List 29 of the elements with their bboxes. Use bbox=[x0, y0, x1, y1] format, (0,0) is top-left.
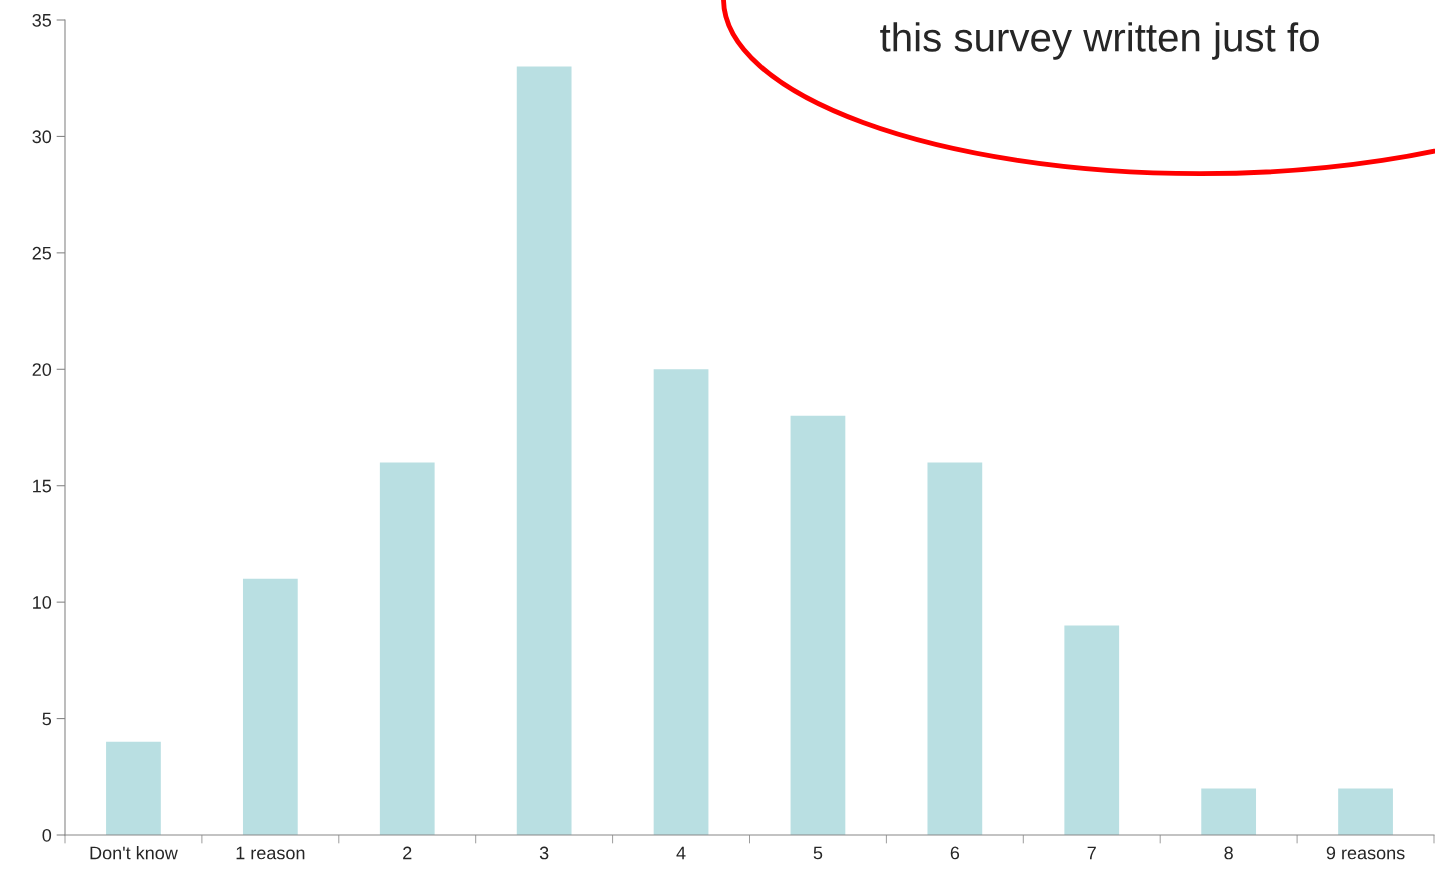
y-tick-label: 25 bbox=[32, 246, 52, 260]
y-tick-label: 20 bbox=[32, 363, 52, 377]
bar bbox=[1064, 625, 1120, 835]
x-tick-label: 8 bbox=[1224, 846, 1233, 860]
x-tick-label: 1 reason bbox=[236, 846, 305, 860]
bar bbox=[790, 415, 846, 835]
x-tick-label: 5 bbox=[813, 846, 823, 860]
annotation: this survey written just fo bbox=[880, 22, 1319, 60]
bar bbox=[516, 66, 572, 835]
x-tick-label: 3 bbox=[539, 846, 549, 860]
y-tick-label: 35 bbox=[32, 13, 52, 27]
x-tick-label: 9 reasons bbox=[1326, 846, 1405, 860]
y-tick-label: 0 bbox=[42, 828, 52, 842]
bar bbox=[1338, 788, 1393, 835]
bar bbox=[242, 578, 298, 835]
bar bbox=[927, 462, 983, 835]
x-tick-label: Don't know bbox=[90, 846, 178, 860]
y-tick-label: 5 bbox=[42, 712, 52, 726]
bar bbox=[1201, 788, 1257, 835]
bar bbox=[379, 462, 435, 835]
y-tick-label: 15 bbox=[33, 479, 52, 493]
y-tick-label: 10 bbox=[33, 596, 52, 609]
y-tick-label: 30 bbox=[32, 130, 52, 144]
x-tick-label: 4 bbox=[676, 846, 686, 860]
x-tick-label: 6 bbox=[950, 846, 960, 860]
x-tick-label: 2 bbox=[403, 846, 412, 860]
bar bbox=[653, 369, 709, 835]
bar bbox=[106, 741, 161, 835]
x-tick-label: 7 bbox=[1087, 846, 1096, 860]
